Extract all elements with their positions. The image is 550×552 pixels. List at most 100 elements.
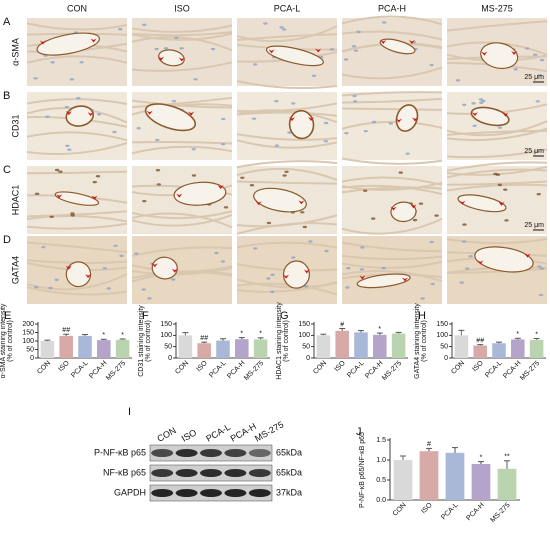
nucleus xyxy=(363,129,369,133)
panel-letter: G xyxy=(280,310,289,322)
micrograph xyxy=(341,236,443,304)
tissue-fiber xyxy=(446,183,548,192)
column-header: MS-275 xyxy=(481,3,513,13)
nucleus xyxy=(76,96,81,100)
bar xyxy=(97,340,111,358)
nucleus xyxy=(539,267,545,270)
arrowhead xyxy=(298,200,305,205)
blot-band xyxy=(175,469,198,477)
vessel xyxy=(65,105,95,127)
y-axis-label: HDAC1 staining intensity xyxy=(276,302,283,380)
significance-mark: ** xyxy=(504,454,510,461)
panel-letter: B xyxy=(3,90,10,102)
nucleus xyxy=(468,255,473,258)
arrowhead xyxy=(395,118,402,123)
nucleus xyxy=(346,267,351,270)
tissue-fiber xyxy=(341,184,443,196)
nucleus xyxy=(434,214,439,217)
nucleus xyxy=(351,45,357,48)
y-axis-label: (% of control) xyxy=(7,320,14,362)
tissue-fiber xyxy=(446,161,548,172)
tissue-fiber xyxy=(236,167,338,181)
panel-letter: H xyxy=(418,310,426,322)
micrograph xyxy=(26,236,128,304)
arrowhead xyxy=(359,275,366,280)
nucleus xyxy=(214,251,219,255)
micrograph-background xyxy=(237,92,337,160)
nucleus xyxy=(220,142,226,146)
vessel xyxy=(265,45,324,67)
y-tick-label: 0 xyxy=(168,355,172,362)
bar xyxy=(235,339,249,358)
y-tick-label: 150 xyxy=(160,321,172,328)
bar xyxy=(454,335,469,358)
nucleus xyxy=(459,281,464,284)
blot-band xyxy=(248,469,271,477)
x-tick-label: ISO xyxy=(195,359,209,373)
bar xyxy=(373,334,387,358)
nucleus xyxy=(497,183,503,187)
micrograph xyxy=(131,166,233,234)
nucleus xyxy=(537,265,542,268)
tissue-fiber xyxy=(26,210,128,218)
x-tick-label: MS-275 xyxy=(243,360,265,382)
micrograph xyxy=(446,92,548,160)
bar xyxy=(335,330,349,358)
bar xyxy=(529,339,544,358)
micrograph xyxy=(446,161,548,234)
nucleus xyxy=(493,172,498,176)
blot-band xyxy=(248,449,271,457)
y-axis-label: (% of control) xyxy=(145,320,152,362)
x-tick-label: PCA-H xyxy=(465,502,485,522)
nucleus xyxy=(279,26,284,29)
tissue-fiber xyxy=(446,127,548,142)
vessel xyxy=(457,194,507,213)
tissue-fiber xyxy=(446,267,548,275)
y-axis-label: P-NF-κB p65/NF-κB p65 xyxy=(359,432,366,508)
micrograph xyxy=(236,160,338,235)
arrowhead xyxy=(380,40,387,45)
lane-label: CON xyxy=(155,425,177,444)
column-header: CON xyxy=(67,3,87,13)
nucleus xyxy=(525,47,530,50)
tissue-fiber xyxy=(341,91,443,97)
nucleus xyxy=(102,267,107,270)
arrowhead xyxy=(171,268,178,273)
tissue-fiber xyxy=(236,111,338,117)
x-tick-label: PCA-L xyxy=(346,360,366,380)
significance-mark: * xyxy=(259,331,262,338)
tissue-fiber xyxy=(131,32,233,41)
nucleus xyxy=(240,176,245,179)
bar xyxy=(511,339,525,358)
bar xyxy=(419,451,439,500)
nucleus xyxy=(359,268,365,271)
column-header: ISO xyxy=(174,3,190,13)
bar xyxy=(445,452,465,500)
nucleus xyxy=(95,174,101,178)
blot-band xyxy=(224,469,247,477)
micrograph xyxy=(236,18,338,90)
tissue-fiber xyxy=(236,222,338,235)
arrowhead xyxy=(412,117,419,122)
bar xyxy=(216,340,230,358)
nucleus xyxy=(251,117,257,120)
nucleus xyxy=(49,215,54,219)
significance-mark: * xyxy=(378,326,381,333)
y-tick-label: 100 xyxy=(436,332,448,339)
nucleus xyxy=(191,174,197,177)
nucleus xyxy=(163,47,169,50)
nucleus xyxy=(303,285,309,288)
nucleus xyxy=(34,192,40,196)
bar xyxy=(253,339,268,358)
arrowhead xyxy=(85,274,92,279)
blot-band xyxy=(151,469,174,477)
nucleus xyxy=(154,47,159,51)
nucleus xyxy=(370,217,376,220)
micrograph xyxy=(26,166,128,234)
arrowhead xyxy=(158,56,165,61)
micrograph xyxy=(26,92,128,160)
y-tick-label: 200 xyxy=(22,321,34,328)
nucleus xyxy=(54,278,59,282)
y-axis-label: α-SMA staining intensity xyxy=(0,303,7,378)
y-tick-label: 100 xyxy=(298,332,310,339)
